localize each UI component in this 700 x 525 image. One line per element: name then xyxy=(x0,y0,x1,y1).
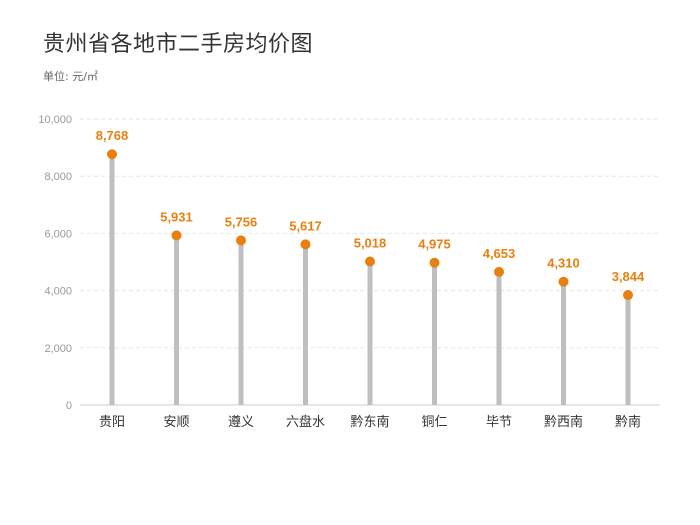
category-label: 黔东南 xyxy=(350,414,389,430)
value-label: 4,310 xyxy=(547,256,580,271)
value-label: 5,931 xyxy=(160,209,193,224)
data-point xyxy=(429,257,440,268)
y-tick-label: 8,000 xyxy=(44,171,72,183)
value-labels: 8,768 5,931 5,756 5,617 5,018 4,975 4,653 4,310… xyxy=(96,128,645,284)
data-point xyxy=(300,239,311,250)
value-label: 3,844 xyxy=(612,269,645,284)
stems xyxy=(109,154,631,405)
data-point xyxy=(365,256,375,267)
data-point xyxy=(107,149,117,160)
y-tick-label: 0 xyxy=(66,400,72,412)
y-tick-label: 2,000 xyxy=(44,343,72,355)
unit-label: 单位: 元/㎡ xyxy=(43,70,98,83)
data-point xyxy=(558,276,569,287)
category-label: 遵义 xyxy=(228,414,254,430)
value-label: 5,018 xyxy=(354,235,387,250)
data-point xyxy=(236,235,246,246)
value-label: 4,975 xyxy=(418,237,451,252)
data-point xyxy=(171,230,182,241)
value-label: 5,617 xyxy=(289,218,322,233)
y-tick-label: 6,000 xyxy=(44,228,72,240)
y-tick-label: 10,000 xyxy=(38,114,72,126)
value-label: 4,653 xyxy=(483,246,516,261)
category-label: 贵阳 xyxy=(99,415,125,430)
category-label: 黔西南 xyxy=(544,414,583,430)
markers xyxy=(107,149,633,301)
data-point xyxy=(494,266,504,277)
x-axis-categories: 贵阳 安顺 遵义 六盘水 黔东南 铜仁 毕节 黔西南 黔南 xyxy=(99,414,641,430)
category-label: 黔南 xyxy=(615,414,641,430)
chart-title: 贵州省各地市二手房均价图 xyxy=(43,32,314,57)
y-axis-ticks: 0 2,000 4,000 6,000 8,000 10,000 xyxy=(38,114,72,412)
category-label: 铜仁 xyxy=(421,415,447,430)
category-label: 安顺 xyxy=(163,415,189,430)
category-label: 六盘水 xyxy=(286,414,325,430)
category-label: 毕节 xyxy=(486,415,512,430)
y-tick-label: 4,000 xyxy=(44,286,72,298)
value-label: 5,756 xyxy=(225,214,258,229)
value-label: 8,768 xyxy=(96,128,129,143)
data-point xyxy=(623,290,633,301)
